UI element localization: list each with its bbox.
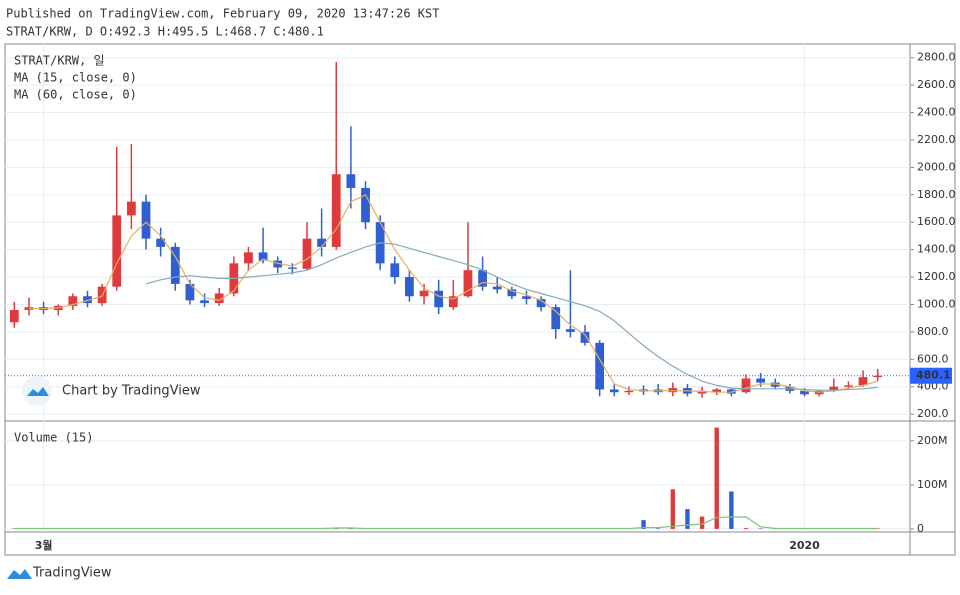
y-tick-label: 2800.0 xyxy=(917,51,956,64)
y-tick-label: 200.0 xyxy=(917,407,949,420)
candle-body xyxy=(565,329,575,332)
y-tick-label: 600.0 xyxy=(917,352,949,365)
y-tick-label: 1800.0 xyxy=(917,188,956,201)
volume-bar xyxy=(714,427,719,529)
candle-body xyxy=(317,238,327,247)
candle-body xyxy=(522,296,531,299)
watermark-logo xyxy=(27,387,49,396)
y-tick-label: 800.0 xyxy=(917,325,949,338)
candle-body xyxy=(463,270,473,297)
candle-body xyxy=(829,386,839,391)
candle-body xyxy=(112,215,122,287)
candle-body xyxy=(756,378,766,383)
candle-body xyxy=(551,307,561,330)
candle-body xyxy=(244,252,253,264)
legend-ma60: MA (60, close, 0) xyxy=(14,88,137,102)
footer-brand: TradingView xyxy=(32,566,112,581)
candle-body xyxy=(390,263,400,278)
candle-body xyxy=(258,252,268,261)
published-line: Published on TradingView.com, February 0… xyxy=(6,7,439,21)
volume-title: Volume (15) xyxy=(14,431,93,445)
y-tick-label: 0 xyxy=(917,522,924,535)
candle-body xyxy=(126,201,136,216)
y-tick-label: 2000.0 xyxy=(917,160,956,173)
candle-body xyxy=(873,375,883,378)
candle-body xyxy=(624,390,634,393)
moving-average-line xyxy=(28,194,878,393)
watermark: Chart by TradingView xyxy=(22,376,201,406)
candle-body xyxy=(712,389,722,393)
y-tick-label: 200M xyxy=(917,434,948,447)
candle-body xyxy=(668,388,678,393)
candle-body xyxy=(609,389,619,393)
candle-body xyxy=(595,342,605,390)
y-tick-label: 1200.0 xyxy=(917,270,956,283)
footer: TradingView xyxy=(7,566,112,581)
candle-body xyxy=(858,377,868,386)
candle-body xyxy=(536,298,546,308)
candle-body xyxy=(156,238,166,247)
candle-body xyxy=(9,309,19,323)
volume-bar xyxy=(655,528,661,529)
candle-body xyxy=(770,382,780,387)
y-tick-label: 100M xyxy=(917,478,948,491)
chart-frame xyxy=(4,43,956,556)
y-tick-label: 1000.0 xyxy=(917,297,956,310)
candle-body xyxy=(405,277,414,297)
volume-bar xyxy=(670,489,676,529)
candle-body xyxy=(141,201,151,239)
marks-layer xyxy=(5,61,910,530)
candle-body xyxy=(83,296,92,304)
candle-body xyxy=(361,187,370,223)
y-tick-label: 1400.0 xyxy=(917,243,956,256)
watermark-text: Chart by TradingView xyxy=(62,384,201,399)
y-tick-label: 2200.0 xyxy=(917,133,956,146)
watermark-badge xyxy=(22,376,52,406)
candle-body xyxy=(448,296,458,308)
candle-body xyxy=(492,286,502,290)
last-price-label: 480.1 xyxy=(916,369,951,382)
candle-body xyxy=(200,300,209,304)
x-tick-label: 2020 xyxy=(789,539,820,552)
volume-bar xyxy=(743,528,749,529)
legend-symbol: STRAT/KRW, 일 xyxy=(14,54,105,68)
candle-body xyxy=(170,246,180,284)
candle-body xyxy=(726,389,736,394)
candle-body xyxy=(580,331,590,343)
candle-body xyxy=(287,267,297,269)
candle-body xyxy=(507,289,517,297)
candle-body xyxy=(331,174,341,247)
candle-body xyxy=(302,238,312,269)
candle-body xyxy=(346,174,356,188)
volume-bar xyxy=(758,528,763,529)
candle-body xyxy=(697,390,707,394)
candle-body xyxy=(434,290,444,308)
candle-body xyxy=(844,385,853,387)
candle-body xyxy=(68,296,78,306)
candle-body xyxy=(273,260,283,268)
footer-logo xyxy=(7,569,32,579)
volume-bar xyxy=(641,520,646,529)
symbol-line: STRAT/KRW, D O:492.3 H:495.5 L:468.7 C:4… xyxy=(6,25,324,39)
y-tick-label: 2400.0 xyxy=(917,106,956,119)
volume-average-line xyxy=(14,516,878,530)
last-price-tag xyxy=(910,367,952,384)
candle-body xyxy=(419,290,429,297)
volume-bar xyxy=(685,509,690,529)
y-tick-label: 2600.0 xyxy=(917,78,956,91)
candle-body xyxy=(478,270,487,287)
x-tick-label: 3월 xyxy=(35,538,53,552)
volume-bar xyxy=(729,491,734,529)
candle-body xyxy=(214,293,224,304)
candle-body xyxy=(741,378,751,393)
moving-average-line xyxy=(145,242,878,391)
legend-ma15: MA (15, close, 0) xyxy=(14,71,137,85)
candle-body xyxy=(800,390,809,395)
grid-layer xyxy=(5,44,910,532)
y-tick-label: 1600.0 xyxy=(917,215,956,228)
candle-body xyxy=(185,283,195,301)
volume-bar xyxy=(699,516,705,529)
